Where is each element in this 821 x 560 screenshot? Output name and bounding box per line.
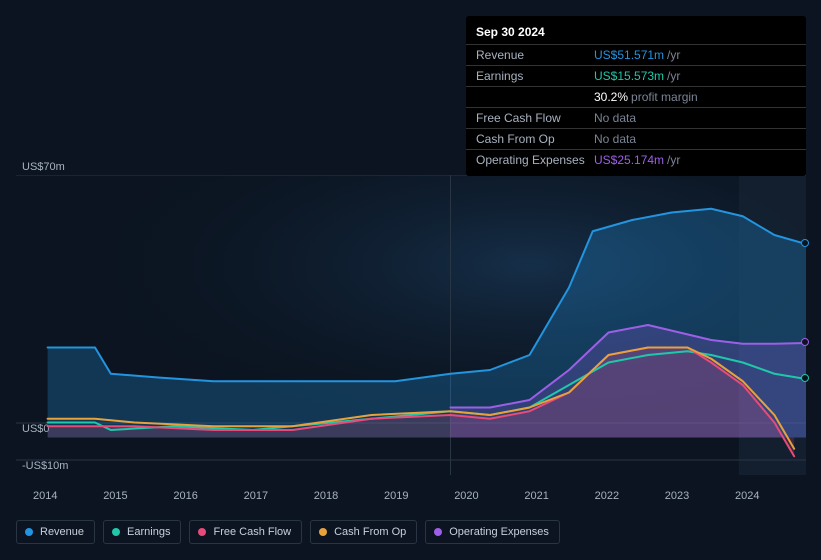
tooltip-row-value: No data <box>594 110 636 126</box>
tooltip-row-value: No data <box>594 131 636 147</box>
series-end-marker <box>801 239 809 247</box>
x-axis-label: 2017 <box>244 490 268 502</box>
x-axis-label: 2014 <box>33 490 57 502</box>
tooltip-row: 30.2%profit margin <box>466 86 806 107</box>
legend-label: Cash From Op <box>334 526 406 538</box>
tooltip-row-label: Operating Expenses <box>476 152 594 168</box>
chart-tooltip: Sep 30 2024 RevenueUS$51.571m/yrEarnings… <box>466 16 806 176</box>
legend-label: Free Cash Flow <box>213 526 291 538</box>
x-axis-label: 2023 <box>665 490 689 502</box>
tooltip-row: Operating ExpensesUS$25.174m/yr <box>466 149 806 170</box>
y-axis-label: US$70m <box>22 161 65 173</box>
tooltip-row-label: Cash From Op <box>476 131 594 147</box>
legend-label: Earnings <box>127 526 170 538</box>
legend-label: Revenue <box>40 526 84 538</box>
tooltip-row-value: US$25.174m <box>594 152 664 168</box>
x-axis-label: 2018 <box>314 490 338 502</box>
tooltip-row-suffix: /yr <box>667 47 680 63</box>
tooltip-row: EarningsUS$15.573m/yr <box>466 65 806 86</box>
tooltip-row-suffix: /yr <box>667 68 680 84</box>
legend-dot-icon <box>319 528 327 536</box>
legend-dot-icon <box>198 528 206 536</box>
tooltip-row-suffix: profit margin <box>631 89 698 105</box>
tooltip-row-suffix: /yr <box>667 152 680 168</box>
x-axis-label: 2021 <box>524 490 548 502</box>
tooltip-row-value: US$51.571m <box>594 47 664 63</box>
tooltip-row: Cash From OpNo data <box>466 128 806 149</box>
tooltip-row-label <box>476 89 594 105</box>
tooltip-row-label: Earnings <box>476 68 594 84</box>
x-axis-label: 2020 <box>454 490 478 502</box>
tooltip-row: RevenueUS$51.571m/yr <box>466 44 806 65</box>
x-axis-label: 2015 <box>103 490 127 502</box>
legend-item-free-cash-flow[interactable]: Free Cash Flow <box>189 520 302 544</box>
tooltip-row-label: Free Cash Flow <box>476 110 594 126</box>
legend-dot-icon <box>112 528 120 536</box>
tooltip-row-value: US$15.573m <box>594 68 664 84</box>
tooltip-row: Free Cash FlowNo data <box>466 107 806 128</box>
chart-legend: Revenue Earnings Free Cash Flow Cash From O… <box>16 520 560 544</box>
tooltip-row-label: Revenue <box>476 47 594 63</box>
x-axis-label: 2022 <box>595 490 619 502</box>
series-end-marker <box>801 338 809 346</box>
x-axis-label: 2019 <box>384 490 408 502</box>
chart-plot-area[interactable] <box>16 175 806 475</box>
legend-label: Operating Expenses <box>449 526 549 538</box>
x-axis-label: 2016 <box>173 490 197 502</box>
series-end-marker <box>801 374 809 382</box>
legend-item-earnings[interactable]: Earnings <box>103 520 181 544</box>
legend-item-cash-from-op[interactable]: Cash From Op <box>310 520 417 544</box>
legend-item-operating-expenses[interactable]: Operating Expenses <box>425 520 560 544</box>
tooltip-row-value: 30.2% <box>594 89 628 105</box>
financial-chart: Sep 30 2024 RevenueUS$51.571m/yrEarnings… <box>0 0 821 560</box>
legend-item-revenue[interactable]: Revenue <box>16 520 95 544</box>
x-axis-label: 2024 <box>735 490 759 502</box>
legend-dot-icon <box>25 528 33 536</box>
tooltip-date: Sep 30 2024 <box>466 22 806 44</box>
legend-dot-icon <box>434 528 442 536</box>
